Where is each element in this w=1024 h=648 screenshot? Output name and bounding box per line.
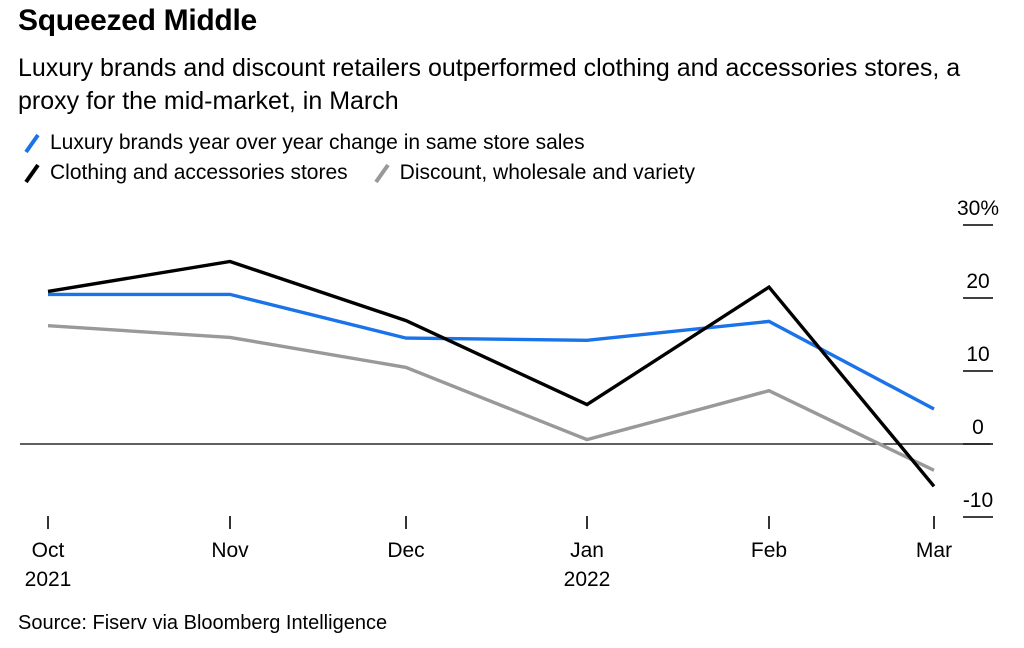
x-tick-label: Feb	[751, 539, 787, 562]
legend-label-clothing: Clothing and accessories stores	[50, 161, 348, 184]
chart-title: Squeezed Middle	[18, 4, 257, 37]
series-line-clothing	[47, 259, 936, 488]
y-tick-label: -10	[963, 489, 993, 512]
y-tick-label: 0	[972, 416, 984, 439]
x-tick-label: Oct	[32, 539, 65, 562]
legend-swatch-clothing-icon	[20, 161, 44, 185]
x-tick-label: Jan	[570, 539, 604, 562]
series-line-discount	[47, 324, 935, 472]
y-tick-label: 20	[966, 270, 989, 293]
x-tick-label: Nov	[211, 539, 249, 562]
y-tick-label: 30%	[957, 197, 999, 220]
x-tick-sublabel: 2022	[564, 568, 611, 591]
legend-swatch-luxury-icon	[20, 131, 44, 155]
chart-subtitle: Luxury brands and discount retailers out…	[18, 54, 961, 115]
legend-label-discount: Discount, wholesale and variety	[399, 161, 695, 184]
y-tick-label: 10	[966, 343, 989, 366]
legend-item-clothing: Clothing and accessories stores	[20, 160, 348, 186]
legend-item-luxury: Luxury brands year over year change in s…	[20, 130, 585, 156]
x-tick-label: Dec	[387, 539, 424, 562]
legend-swatch-discount-icon	[370, 161, 394, 185]
legend-row-2: Clothing and accessories stores Discount…	[20, 160, 717, 186]
x-tick-sublabel: 2021	[25, 568, 72, 591]
x-tick-label: Mar	[916, 539, 952, 562]
series-line-luxury	[48, 292, 935, 411]
legend-label-luxury: Luxury brands year over year change in s…	[50, 131, 585, 154]
source-note: Source: Fiserv via Bloomberg Intelligenc…	[18, 612, 388, 634]
legend-row-1: Luxury brands year over year change in s…	[20, 130, 607, 156]
legend-item-discount: Discount, wholesale and variety	[370, 160, 695, 186]
